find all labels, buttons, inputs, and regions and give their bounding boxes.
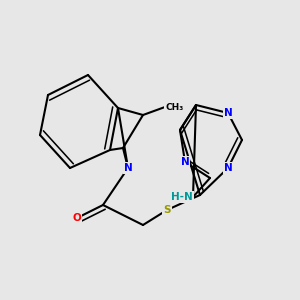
Text: CH₃: CH₃ [165, 103, 183, 112]
Text: H-N: H-N [171, 192, 193, 202]
Text: N: N [224, 108, 232, 118]
Text: N: N [124, 163, 132, 173]
Text: O: O [73, 213, 81, 223]
Text: N: N [224, 163, 232, 173]
Text: N: N [181, 157, 189, 167]
Text: S: S [163, 205, 171, 215]
